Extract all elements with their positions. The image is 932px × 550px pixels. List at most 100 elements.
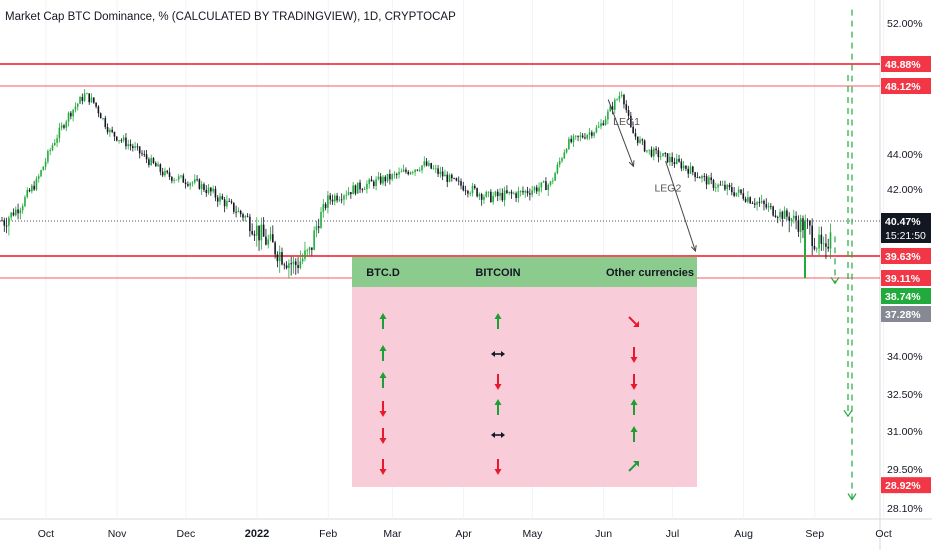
candle-body (526, 190, 529, 194)
candle-body (779, 211, 781, 218)
candle-body (591, 132, 593, 136)
candle-body (384, 176, 387, 182)
candle-body (244, 216, 247, 218)
candle-body (669, 156, 671, 163)
candle-body (453, 178, 455, 179)
candle-body (726, 184, 729, 190)
candle-body (565, 149, 568, 153)
candle-body (51, 145, 54, 150)
table-arrow-up (379, 372, 387, 388)
candle-body (728, 184, 731, 188)
candle-body (457, 180, 460, 182)
candle-body (616, 99, 618, 101)
candle-body (191, 182, 194, 184)
candle-body (269, 234, 272, 240)
candle-body (414, 169, 416, 173)
candle-body (193, 179, 196, 183)
candle-body (345, 194, 348, 196)
candle-body (228, 200, 231, 202)
price-axis[interactable]: 52.00% 44.00% 42.00% 34.00% 32.50% 31.00% 29.5… (887, 18, 923, 515)
candle-body (740, 189, 742, 194)
price-tag-label: 37.28% (885, 309, 921, 321)
candle-body (281, 252, 283, 265)
table-body (352, 257, 697, 487)
time-axis[interactable]: Oct Nov Dec 2022 Feb Mar Apr May Jun Jul Aug Sep Oct (38, 528, 892, 540)
candle-body (168, 172, 171, 177)
candle-body (159, 164, 162, 172)
candle-body (721, 184, 724, 186)
candle-body (634, 133, 637, 137)
candle-body (347, 192, 350, 195)
table-arrow-up (630, 426, 638, 442)
candle-body (294, 261, 297, 265)
candle-body (753, 203, 756, 205)
candle-body (604, 119, 607, 126)
candle-body (19, 210, 22, 214)
price-tag (881, 477, 931, 494)
candle-body (574, 135, 577, 137)
arrow-head (630, 426, 638, 432)
candle-body (776, 217, 779, 218)
leg-arrow (607, 99, 634, 167)
candle-body (115, 136, 118, 141)
candle-body (827, 246, 830, 249)
candle-body (451, 174, 453, 179)
price-tag-label: 48.12% (885, 81, 921, 93)
candle-body (398, 171, 400, 175)
candle-body (809, 220, 811, 226)
leg-arrowhead (628, 160, 635, 168)
candle-body (517, 191, 520, 198)
candle-body (216, 197, 219, 202)
candle-body (602, 123, 605, 126)
candle-body (86, 93, 88, 95)
price-tag-label: 39.63% (885, 251, 921, 263)
candle-body (235, 211, 237, 213)
candle-body (230, 201, 233, 203)
time-tick-label: Dec (177, 528, 196, 540)
candle-body (822, 243, 825, 245)
time-tick-label: Sep (805, 528, 824, 540)
candle-body (627, 110, 630, 116)
candle-body (655, 148, 657, 151)
candles (1, 89, 832, 279)
price-tag-label: 39.11% (885, 273, 921, 285)
candle-body (285, 265, 288, 269)
candle-body (733, 192, 735, 196)
candle-body (549, 181, 552, 185)
candle-body (639, 139, 641, 143)
candle-body (412, 172, 414, 173)
candle-body (584, 137, 586, 139)
forecast-arrows (804, 9, 857, 501)
time-tick-label: Aug (734, 528, 753, 540)
candle-body (685, 165, 687, 169)
candle-body (774, 215, 777, 218)
candle-body (806, 220, 809, 222)
candle-body (134, 146, 136, 148)
table-arrow-down (494, 459, 502, 475)
candle-body (42, 166, 45, 171)
candle-body (643, 140, 646, 152)
leg-arrowhead (690, 244, 697, 253)
candle-body (26, 189, 29, 198)
candle-body (28, 189, 31, 192)
candle-body (535, 187, 538, 192)
candle-body (386, 173, 389, 182)
candle-body (65, 121, 68, 128)
candle-body (428, 163, 430, 166)
candle-body (267, 239, 270, 245)
candle-body (473, 185, 476, 189)
candle-body (246, 216, 249, 218)
candle-body (786, 210, 788, 217)
price-tick-label: 52.00% (887, 18, 923, 30)
candle-body (150, 158, 152, 166)
candle-body (180, 175, 182, 177)
candle-body (47, 151, 49, 162)
candle-body (815, 248, 818, 250)
candle-body (283, 264, 286, 266)
candle-body (485, 191, 488, 197)
candle-body (513, 193, 515, 195)
arrow-head (494, 384, 502, 390)
candle-body (705, 176, 708, 185)
candle-body (354, 185, 357, 194)
price-tick-label: 42.00% (887, 184, 923, 196)
